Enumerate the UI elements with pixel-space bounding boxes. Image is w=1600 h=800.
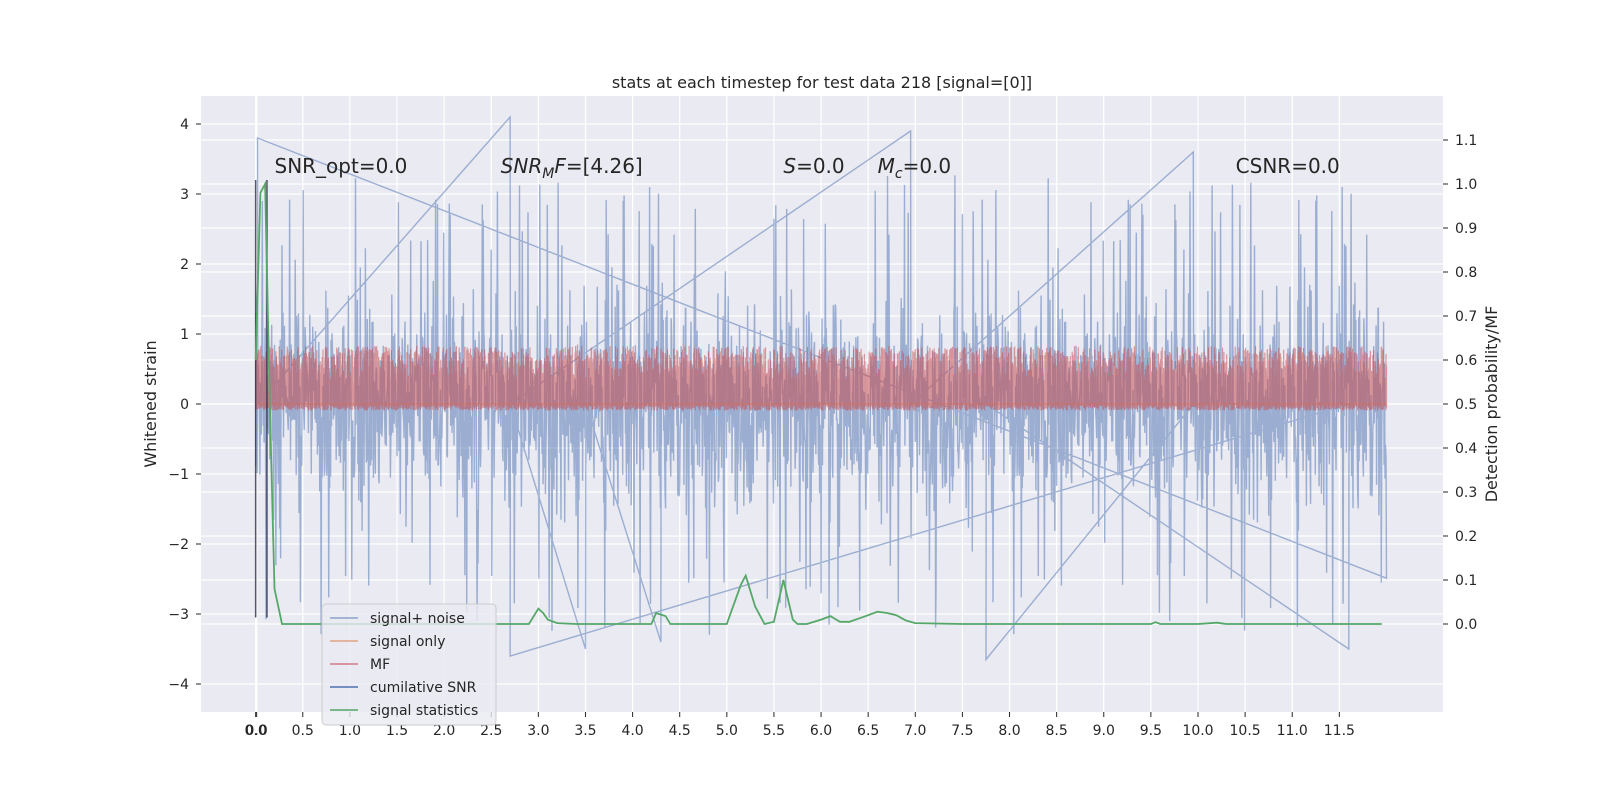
annotation: S=0.0 xyxy=(783,154,844,178)
x-tick-label: 0.0 xyxy=(246,723,268,739)
y-tick-label: 3 xyxy=(180,187,189,203)
x-tick-label: 5.5 xyxy=(763,723,785,739)
y2-tick-label: 0.4 xyxy=(1455,441,1477,457)
x-tick-label: 4.0 xyxy=(621,723,643,739)
x-tick-label: 1.5 xyxy=(386,723,408,739)
y-tick-label: 1 xyxy=(180,327,189,343)
y2-tick-label: 0.0 xyxy=(1455,617,1477,633)
x-tick-label: 7.5 xyxy=(951,723,973,739)
y2-tick-label: 0.2 xyxy=(1455,529,1477,545)
x-tick-label: 3.0 xyxy=(527,723,549,739)
y2-tick-label: 1.0 xyxy=(1455,177,1477,193)
y2-tick-label: 0.6 xyxy=(1455,353,1477,369)
x-tick-label: 8.0 xyxy=(998,723,1020,739)
x-tick-label: 6.5 xyxy=(857,723,879,739)
x-tick-label: 2.5 xyxy=(480,723,502,739)
y2-tick-label: 0.1 xyxy=(1455,573,1477,589)
x-tick-label: 8.5 xyxy=(1046,723,1068,739)
legend-entry: signal only xyxy=(370,634,445,650)
x-tick-label: 3.5 xyxy=(574,723,596,739)
y-tick-label: −4 xyxy=(168,677,189,693)
y2-tick-label: 0.3 xyxy=(1455,485,1477,501)
annotation: SNR_opt=0.0 xyxy=(275,154,408,178)
legend: signal+ noise signal only MF cumilative SNR… xyxy=(321,603,497,726)
legend-entry: signal statistics xyxy=(370,703,478,719)
y2-tick-label: 0.8 xyxy=(1455,265,1477,281)
x-tick-label: 1.0 xyxy=(339,723,361,739)
annotation: SNRMF=[4.26] xyxy=(501,154,643,182)
legend-entry: cumilative SNR xyxy=(370,680,477,696)
x-tick-label: 9.5 xyxy=(1140,723,1162,739)
x-tick-label: 2.0 xyxy=(433,723,455,739)
y-tick-label: 0 xyxy=(180,397,189,413)
y-tick-label: 2 xyxy=(180,257,189,273)
x-tick-label: 6.0 xyxy=(810,723,832,739)
x-tick-label: 5.0 xyxy=(716,723,738,739)
x-tick-label: 11.0 xyxy=(1277,723,1308,739)
legend-box xyxy=(321,603,497,726)
legend-entry: MF xyxy=(370,657,390,673)
x-tick-label: 10.5 xyxy=(1230,723,1261,739)
y2-tick-label: 1.1 xyxy=(1455,133,1477,149)
y2-tick-label: 0.9 xyxy=(1455,221,1477,237)
y-tick-label: −3 xyxy=(168,607,189,623)
y2-tick-label: 0.7 xyxy=(1455,309,1477,325)
x-tick-label: 11.5 xyxy=(1324,723,1355,739)
annotation: CSNR=0.0 xyxy=(1236,154,1340,178)
annotation: Mc=0.0 xyxy=(878,154,952,182)
y-tick-label: −2 xyxy=(168,537,189,553)
x-tick-label: 0.0 xyxy=(245,723,267,739)
axes: 0.0 0.0 0.5 1.0 1.5 2.0 2.5 3.0 3.5 4.0 4.5 5.0 5.5 6… xyxy=(168,117,1477,739)
annotations: SNR_opt=0.0 SNRMF=[4.26] S=0.0 Mc=0.0 CSNR=0… xyxy=(275,154,1340,182)
y2-tick-label: 0.5 xyxy=(1455,397,1477,413)
x-tick-label: 4.5 xyxy=(669,723,691,739)
x-tick-label: 9.0 xyxy=(1093,723,1115,739)
x-tick-label: 10.0 xyxy=(1182,723,1213,739)
x-tick-label: 0.5 xyxy=(292,723,314,739)
y2-axis-label: Detection probability/MF xyxy=(1482,306,1501,503)
y-tick-label: 4 xyxy=(180,117,189,133)
y-tick-label: −1 xyxy=(168,467,189,483)
chart-title: stats at each timestep for test data 218… xyxy=(612,73,1032,92)
legend-entry: signal+ noise xyxy=(370,611,465,627)
y-axis-label: Whitened strain xyxy=(141,340,160,467)
x-tick-label: 7.0 xyxy=(904,723,926,739)
